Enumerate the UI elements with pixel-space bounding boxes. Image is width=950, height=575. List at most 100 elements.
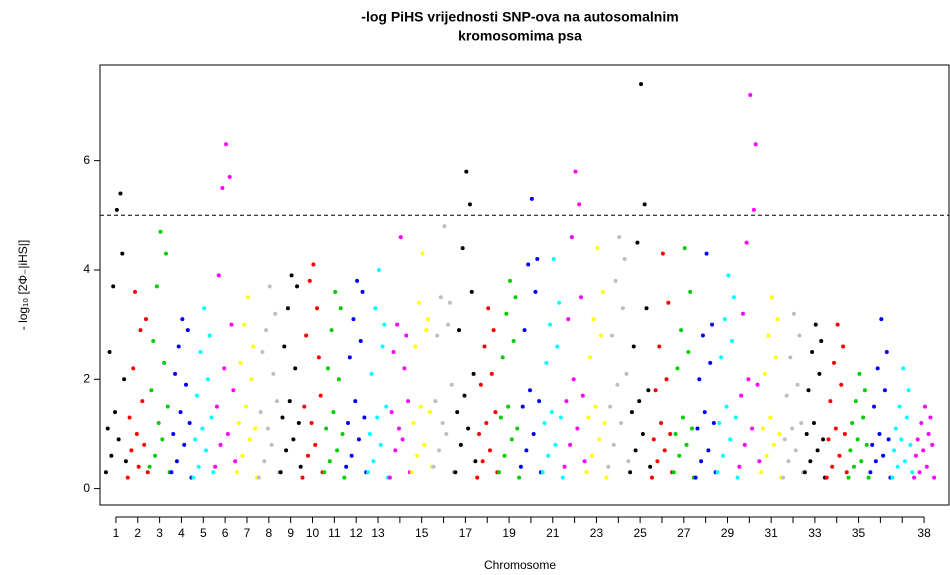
snp-point: [731, 295, 736, 300]
snp-point: [675, 366, 680, 371]
snp-point: [491, 328, 496, 333]
snp-point: [366, 470, 371, 475]
x-tick-label: 11: [328, 526, 341, 540]
snp-point: [771, 442, 776, 447]
snp-point: [866, 475, 871, 480]
snp-point: [433, 399, 438, 404]
snp-point: [367, 431, 372, 436]
snp-point: [892, 448, 897, 453]
snp-point: [193, 437, 198, 442]
snp-point: [416, 300, 421, 305]
snp-point: [253, 426, 258, 431]
snp-point: [639, 82, 644, 87]
snp-point: [498, 415, 503, 420]
snp-point: [666, 300, 671, 305]
snp-point: [473, 459, 478, 464]
snp-point: [406, 399, 411, 404]
snp-point: [704, 251, 709, 256]
snp-point: [149, 388, 154, 393]
snp-point: [497, 470, 502, 475]
snp-point: [440, 421, 445, 426]
snp-point: [169, 470, 174, 475]
snp-point: [784, 393, 789, 398]
snp-point: [234, 470, 239, 475]
snp-point: [879, 317, 884, 322]
snp-point: [389, 410, 394, 415]
snp-point: [884, 349, 889, 354]
snp-point: [702, 410, 707, 415]
snp-point: [469, 289, 474, 294]
x-tick-label: 5: [200, 526, 207, 540]
snp-point: [628, 470, 633, 475]
x-tick-label: 33: [808, 526, 822, 540]
snp-point: [471, 371, 476, 376]
snp-point: [466, 426, 471, 431]
snp-point: [877, 431, 882, 436]
snp-point: [111, 284, 116, 289]
snp-point: [267, 284, 272, 289]
snp-point: [345, 421, 350, 426]
snp-point: [872, 404, 877, 409]
snp-point: [209, 415, 214, 420]
x-tick-label: 21: [546, 526, 560, 540]
snp-point: [831, 360, 836, 365]
snp-point: [300, 475, 305, 480]
snp-point: [347, 355, 352, 360]
plot-frame: [99, 64, 950, 506]
snp-point: [373, 306, 378, 311]
snp-point: [447, 300, 452, 305]
x-tick-label: 15: [415, 526, 429, 540]
snp-point: [191, 475, 196, 480]
snp-point: [307, 278, 312, 283]
snp-point: [256, 475, 261, 480]
snp-point: [644, 306, 649, 311]
snp-point: [777, 431, 782, 436]
snp-point: [540, 470, 545, 475]
snp-point: [522, 328, 527, 333]
snp-point: [464, 169, 469, 174]
snp-point: [895, 464, 900, 469]
snp-point: [558, 415, 563, 420]
snp-point: [730, 339, 735, 344]
snp-point: [795, 382, 800, 387]
snp-point: [715, 470, 720, 475]
snp-point: [584, 470, 589, 475]
x-tick-label: 25: [633, 526, 647, 540]
snp-point: [313, 442, 318, 447]
snp-point: [799, 421, 804, 426]
snp-point: [207, 333, 212, 338]
snp-point: [881, 453, 886, 458]
snp-point: [154, 284, 159, 289]
snp-point: [844, 470, 849, 475]
snp-point: [850, 421, 855, 426]
x-tick-label: 17: [459, 526, 473, 540]
snp-point: [537, 399, 542, 404]
snp-point: [586, 415, 591, 420]
snp-point: [700, 333, 705, 338]
snp-point: [775, 317, 780, 322]
snp-point: [123, 459, 128, 464]
snp-point: [824, 475, 829, 480]
snp-point: [244, 404, 249, 409]
snp-point: [187, 421, 192, 426]
snp-point: [173, 371, 178, 376]
snp-point: [489, 371, 494, 376]
snp-point: [624, 371, 629, 376]
snp-point: [821, 437, 826, 442]
snp-point: [688, 289, 693, 294]
snp-point: [506, 404, 511, 409]
snp-point: [205, 377, 210, 382]
snp-point: [613, 278, 618, 283]
snp-point: [194, 393, 199, 398]
snp-point: [673, 431, 678, 436]
snp-point: [611, 442, 616, 447]
snp-point: [861, 415, 866, 420]
snp-point: [478, 382, 483, 387]
snp-point: [817, 371, 822, 376]
snp-point: [870, 442, 875, 447]
snp-point: [402, 366, 407, 371]
snp-point: [249, 377, 254, 382]
snp-point: [214, 404, 219, 409]
snp-point: [482, 344, 487, 349]
snp-point: [757, 459, 762, 464]
